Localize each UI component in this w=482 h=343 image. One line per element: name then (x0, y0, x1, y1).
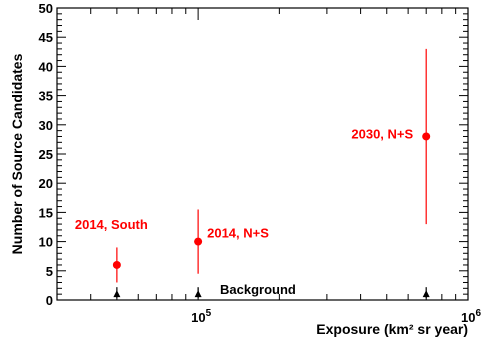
data-point (194, 237, 203, 246)
data-point (112, 260, 121, 269)
y-tick-label: 5 (46, 264, 53, 279)
point-label: 2030, N+S (351, 126, 413, 141)
axis-ticks (56, 7, 469, 301)
x-tick-label: 106 (461, 308, 481, 325)
point-label: 2014, N+S (207, 226, 269, 241)
point-label: 2014, South (75, 217, 148, 232)
y-tick-label: 40 (39, 59, 53, 74)
data-marks (112, 48, 431, 299)
background-point (422, 290, 430, 298)
data-point (422, 132, 431, 141)
y-tick-label: 25 (39, 147, 53, 162)
y-tick-label: 50 (39, 1, 53, 16)
x-axis-title: Exposure (km² sr year) (316, 321, 468, 337)
y-tick-label: 0 (46, 293, 53, 308)
background-point (113, 290, 121, 298)
x-tick-label: 105 (191, 308, 211, 325)
y-tick-label: 30 (39, 118, 53, 133)
plot-frame (56, 7, 469, 301)
background-point (194, 290, 202, 298)
tick-labels: 0 5 10 15 20 25 30 35 40 45 50 105 106 (39, 1, 482, 325)
background-label: Background (220, 282, 296, 297)
y-tick-label: 45 (39, 30, 53, 45)
annotations: 2014, South 2014, N+S 2030, N+S Background (75, 126, 414, 297)
y-tick-label: 35 (39, 89, 53, 104)
y-tick-label: 15 (39, 205, 53, 220)
y-tick-label: 20 (39, 176, 53, 191)
y-axis-title: Number of Source Candidates (9, 53, 25, 254)
y-tick-label: 10 (39, 235, 53, 250)
